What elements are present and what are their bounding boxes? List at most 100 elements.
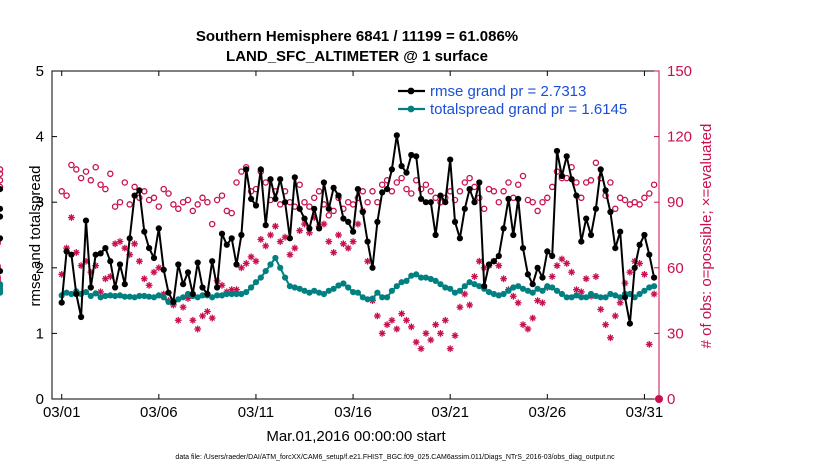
rmse-point — [398, 163, 405, 170]
rmse-point — [165, 289, 172, 296]
rmse-point — [418, 195, 425, 202]
rmse-point — [0, 268, 4, 275]
obs-possible-point — [0, 183, 4, 191]
obs-evaluated-point — [641, 270, 648, 278]
totalspread-point — [534, 285, 541, 292]
rmse-point — [102, 245, 109, 252]
obs-possible-point — [116, 198, 124, 206]
obs-possible-point — [514, 181, 522, 188]
obs-evaluated-point — [262, 242, 270, 250]
rmse-point — [180, 281, 187, 288]
totalspread-point — [612, 292, 619, 299]
obs-evaluated-point — [417, 345, 425, 353]
totalspread-point — [345, 284, 352, 291]
rmse-point — [68, 251, 75, 258]
totalspread-point — [500, 290, 507, 298]
rmse-point — [267, 176, 274, 183]
totalspread-point — [291, 284, 298, 291]
x-tick-label: 03/16 — [334, 404, 372, 421]
rmse-point — [437, 192, 444, 199]
obs-possible-point — [204, 198, 211, 206]
rmse-point — [490, 258, 497, 265]
obs-possible-point — [573, 179, 580, 186]
totalspread-point — [282, 274, 289, 281]
totalspread-point — [262, 268, 269, 275]
rmse-point — [63, 248, 70, 255]
totalspread-point — [68, 290, 75, 298]
obs-possible-point — [0, 166, 4, 173]
totalspread-point — [364, 296, 371, 303]
totalspread-point — [442, 284, 449, 291]
totalspread-point — [490, 290, 497, 298]
obs-evaluated-point — [597, 305, 605, 313]
rmse-point — [335, 192, 342, 199]
obs-evaluated-point — [558, 255, 566, 263]
rmse-point — [432, 231, 439, 239]
rmse-point — [369, 264, 376, 271]
rmse-point — [529, 281, 536, 288]
totalspread-point — [359, 294, 366, 301]
totalspread-point — [461, 283, 468, 290]
totalspread-point — [597, 294, 604, 301]
totalspread-point — [107, 292, 114, 299]
obs-evaluated-point — [461, 290, 469, 298]
obs-evaluated-point — [456, 303, 464, 311]
obs-possible-point — [199, 194, 206, 202]
rmse-point — [359, 208, 366, 216]
totalspread-point — [413, 271, 420, 278]
rmse-point — [340, 215, 347, 222]
obs-evaluated-point — [475, 257, 483, 265]
obs-evaluated-point — [189, 316, 197, 324]
obs-evaluated-point — [388, 316, 396, 324]
rmse-point — [97, 250, 104, 257]
totalspread-point — [63, 289, 70, 296]
rmse-point — [631, 264, 638, 271]
rmse-point — [0, 186, 4, 193]
obs-evaluated-point — [140, 275, 148, 283]
obs-evaluated-point — [378, 330, 386, 337]
totalspread-point — [121, 293, 128, 300]
rmse-point — [316, 225, 323, 232]
obs-evaluated-point — [514, 299, 522, 307]
obs-evaluated-point — [383, 321, 391, 329]
rmse-point — [58, 299, 65, 306]
totalspread-point — [374, 289, 381, 296]
rmse-point — [0, 213, 4, 220]
obs-possible-point — [364, 198, 371, 206]
obs-possible-point — [301, 198, 308, 206]
totalspread-point — [393, 283, 400, 290]
rmse-point — [612, 245, 619, 252]
obs-possible-point — [262, 179, 269, 186]
obs-evaluated-point — [650, 290, 658, 298]
totalspread-point — [175, 296, 182, 303]
totalspread-point — [369, 295, 376, 302]
totalspread-point — [379, 294, 386, 301]
rmse-point — [534, 264, 541, 271]
rmse-point — [291, 174, 298, 181]
obs-possible-point — [621, 196, 629, 204]
rmse-point — [379, 189, 386, 196]
obs-possible-point — [155, 203, 163, 210]
rmse-point — [519, 245, 527, 252]
rmse-point — [461, 205, 468, 212]
obs-evaluated-point — [155, 264, 163, 272]
rmse-point — [505, 195, 512, 202]
totalspread-point — [286, 283, 293, 290]
totalspread-point — [485, 289, 493, 296]
rmse-point — [0, 205, 4, 212]
obs-possible-point — [403, 185, 410, 193]
rmse-point — [456, 235, 463, 242]
rmse-point — [597, 166, 604, 173]
totalspread-point — [636, 290, 643, 298]
rmse-point — [641, 231, 648, 239]
rmse-point — [549, 252, 556, 260]
obs-evaluated-point — [432, 321, 440, 329]
y-right-tick-label: 150 — [667, 63, 692, 80]
rmse-point — [282, 199, 289, 206]
rmse-point — [413, 153, 420, 160]
obs-possible-point — [544, 194, 551, 202]
obs-evaluated-point — [548, 273, 556, 280]
obs-evaluated-point — [97, 288, 104, 296]
totalspread-point — [82, 289, 90, 296]
obs-evaluated-point — [194, 325, 202, 333]
